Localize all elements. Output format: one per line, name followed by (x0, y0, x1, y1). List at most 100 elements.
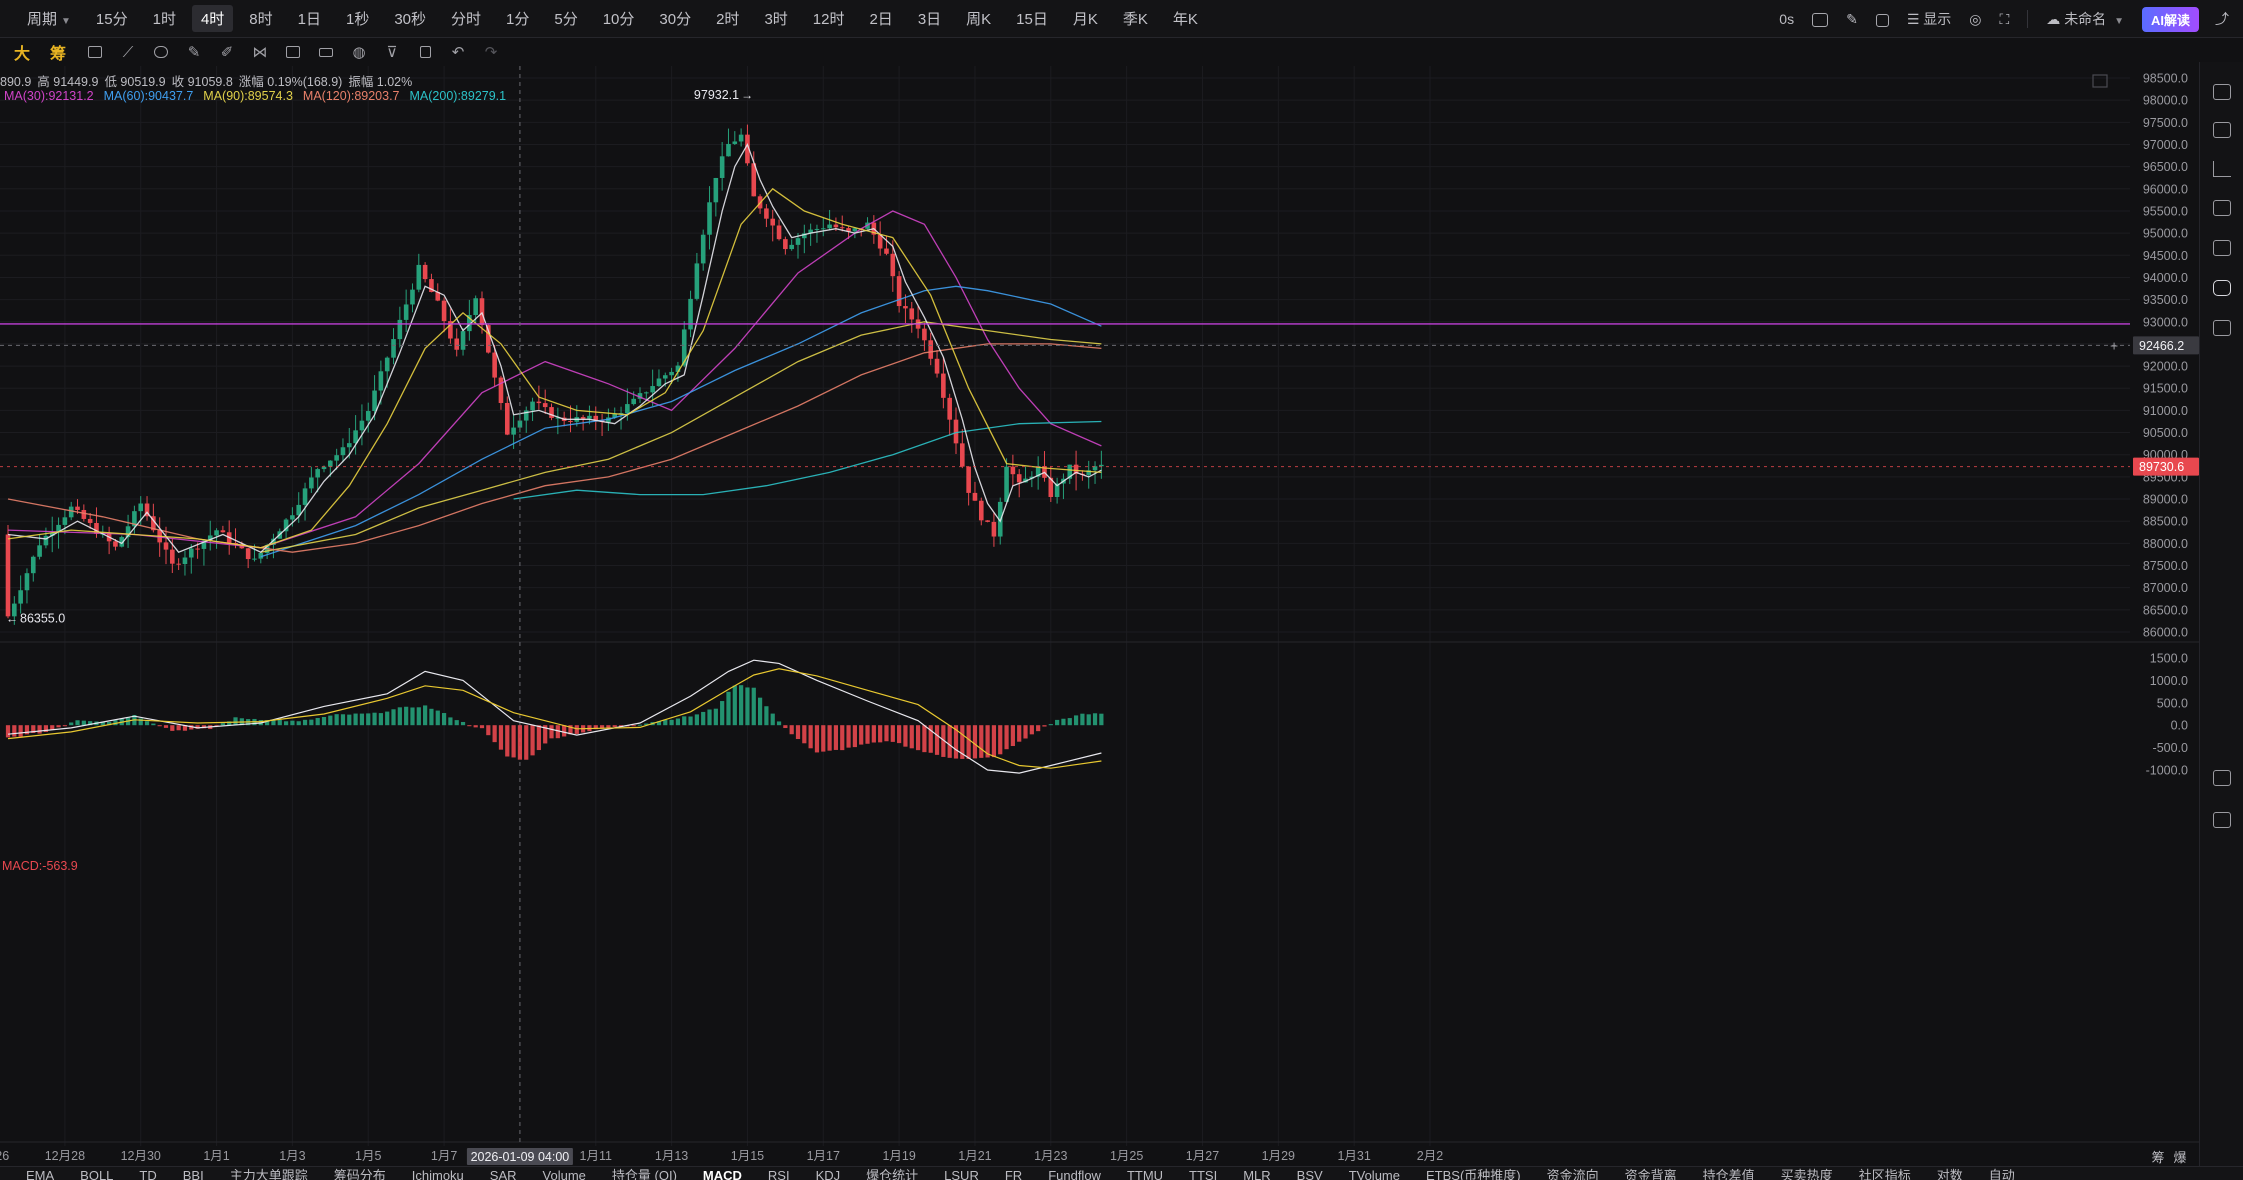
redo-icon[interactable]: ↷ (484, 44, 498, 61)
indicator-tab[interactable]: 资金流向 (1546, 1168, 1599, 1180)
gauge-icon[interactable] (2213, 320, 2231, 336)
indicator-tab[interactable]: 主力大单跟踪 (229, 1168, 308, 1180)
indicator-tab[interactable]: BSV (1296, 1168, 1323, 1180)
period-18[interactable]: 周K (957, 5, 1000, 32)
macd-histogram-bar (663, 719, 668, 726)
candle (359, 404, 365, 446)
trend-icon[interactable] (150, 43, 172, 61)
indicator-tab[interactable]: 筹码分布 (333, 1168, 386, 1180)
period-22[interactable]: 年K (1164, 5, 1207, 32)
indicator-tab[interactable]: TVolume (1348, 1168, 1400, 1180)
indicator-tab[interactable]: KDJ (815, 1168, 841, 1180)
bookmark-icon[interactable] (2213, 84, 2231, 100)
layout-selector[interactable]: ☁ 未命名 ▼ (2046, 11, 2124, 27)
share-icon[interactable]: ⤴ (2215, 11, 2229, 27)
indicator-tab[interactable]: TTMU (1126, 1168, 1164, 1180)
price-tag-icon[interactable] (2213, 122, 2231, 138)
indicator-tab[interactable]: 社区指标 (1858, 1168, 1911, 1180)
ma-legend-item[interactable]: MA(30):92131.2 (4, 89, 94, 103)
magnet-icon[interactable]: ◍ (352, 44, 366, 61)
ma-legend-item[interactable]: MA(90):89574.3 (203, 89, 293, 103)
candle-body (681, 329, 687, 366)
display-button[interactable]: ☰ 显示 (1906, 11, 1952, 27)
period-8[interactable]: 分时 (442, 5, 490, 32)
robot-icon[interactable] (2213, 280, 2231, 296)
filter-icon[interactable]: ⊽ (386, 44, 398, 61)
macd-histogram-bar (1017, 725, 1022, 742)
period-3[interactable]: 4时 (191, 5, 234, 32)
pencil-icon[interactable]: ✎ (1846, 10, 1858, 27)
indicator-tab[interactable]: FR (1004, 1168, 1023, 1180)
period-15[interactable]: 12时 (804, 5, 854, 32)
period-2[interactable]: 1时 (144, 5, 185, 32)
indicator-tab[interactable]: LSUR (944, 1168, 979, 1180)
pencil-draw-icon[interactable]: ✎ (187, 44, 201, 61)
period-12[interactable]: 30分 (650, 5, 700, 32)
chart-trend-icon[interactable] (2213, 161, 2231, 177)
ma-legend-item[interactable]: MA(200):89279.1 (409, 89, 507, 103)
indicator-tab[interactable]: 对数 (1936, 1168, 1963, 1180)
calendar-icon[interactable] (2213, 770, 2231, 786)
camera-icon[interactable] (1812, 11, 1829, 28)
indicator-tab[interactable]: MACD (702, 1168, 742, 1180)
period-0[interactable]: 周期 ▼ (18, 5, 80, 32)
period-13[interactable]: 2时 (707, 5, 748, 32)
period-5[interactable]: 1日 (289, 5, 330, 32)
indicator-tab[interactable]: TTSI (1189, 1168, 1218, 1180)
undo-icon[interactable]: ↶ (451, 44, 465, 61)
period-7[interactable]: 30秒 (385, 5, 435, 32)
indicator-tab[interactable]: 持仓差值 (1702, 1168, 1755, 1180)
indicator-tab[interactable]: 自动 (1988, 1168, 2015, 1180)
line-icon[interactable]: ⟋ (122, 43, 134, 61)
chip-mode-button[interactable]: 筹 (49, 46, 66, 63)
indicator-tab[interactable]: RSI (767, 1168, 790, 1180)
ma-legend-item[interactable]: MA(60):90437.7 (103, 89, 194, 103)
indicator-tab[interactable]: Volume (542, 1168, 586, 1180)
ma-legend-item[interactable]: MA(120):89203.7 (302, 89, 400, 103)
period-11[interactable]: 10分 (594, 5, 644, 32)
candle (422, 262, 428, 283)
period-label: 10分 (602, 11, 635, 28)
period-6[interactable]: 1秒 (337, 5, 378, 32)
period-21[interactable]: 季K (1114, 5, 1157, 32)
fullscreen-icon[interactable]: ⛶ (1999, 10, 2010, 27)
ruler-icon[interactable] (315, 43, 337, 61)
candle-body (637, 393, 643, 399)
target-icon[interactable]: ◎ (1969, 10, 1982, 27)
data-icon[interactable] (2213, 200, 2231, 216)
copy-icon[interactable] (1875, 11, 1889, 27)
period-4[interactable]: 8时 (240, 5, 281, 32)
period-10[interactable]: 5分 (545, 5, 586, 32)
period-17[interactable]: 3日 (909, 5, 950, 32)
indicator-tab[interactable]: EMA (26, 1168, 55, 1180)
wallet-icon[interactable] (2213, 240, 2231, 256)
ai-interpret-button[interactable]: AI解读 (2141, 6, 2199, 32)
magic-icon[interactable] (84, 43, 106, 61)
period-19[interactable]: 15日 (1007, 5, 1057, 32)
period-16[interactable]: 2日 (860, 5, 901, 32)
indicator-tab[interactable]: Ichimoku (411, 1168, 464, 1180)
indicator-tab[interactable]: ETBS(币种推度) (1426, 1168, 1521, 1180)
period-20[interactable]: 月K (1064, 5, 1107, 32)
indicator-tab[interactable]: 资金背离 (1624, 1168, 1677, 1180)
indicator-tab[interactable]: SAR (489, 1168, 517, 1180)
indicator-tab[interactable]: Fundflow (1048, 1168, 1101, 1180)
period-1[interactable]: 15分 (87, 5, 137, 32)
candlestick-chart[interactable]: 97932.1 → ← 86355.0 98500.0 98000.0 97500.0 970… (0, 66, 2243, 1166)
brush-icon[interactable]: ✐ (220, 44, 234, 61)
indicator-tab[interactable]: 爆仓统计 (866, 1168, 919, 1180)
indicator-tab[interactable]: 买卖热度 (1780, 1168, 1833, 1180)
indicator-tab[interactable]: BOLL (80, 1168, 114, 1180)
pattern-icon[interactable]: ⋈ (252, 44, 268, 61)
indicator-tab[interactable]: 持仓量 (OI) (611, 1168, 677, 1180)
indicator-tab[interactable]: BBI (182, 1168, 204, 1180)
indicator-tab[interactable]: MLR (1243, 1168, 1271, 1180)
trash-icon[interactable] (414, 43, 436, 61)
lock-icon[interactable] (282, 43, 304, 61)
indicator-tab[interactable]: TD (139, 1168, 157, 1180)
bell-icon[interactable] (2213, 812, 2231, 828)
period-9[interactable]: 1分 (497, 5, 538, 32)
ma-line (513, 420, 1102, 500)
big-mode-button[interactable]: 大 (13, 46, 30, 63)
period-14[interactable]: 3时 (755, 5, 796, 32)
